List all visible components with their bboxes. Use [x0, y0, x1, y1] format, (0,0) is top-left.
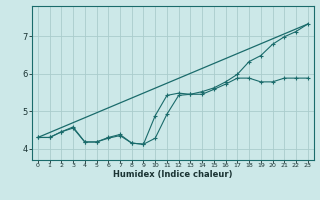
X-axis label: Humidex (Indice chaleur): Humidex (Indice chaleur) — [113, 170, 233, 179]
